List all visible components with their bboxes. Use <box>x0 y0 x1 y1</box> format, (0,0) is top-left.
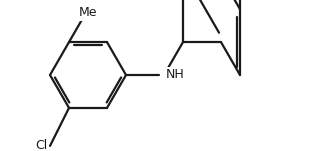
Text: Me: Me <box>79 6 97 19</box>
Text: NH: NH <box>166 69 185 82</box>
Text: Cl: Cl <box>35 139 47 151</box>
